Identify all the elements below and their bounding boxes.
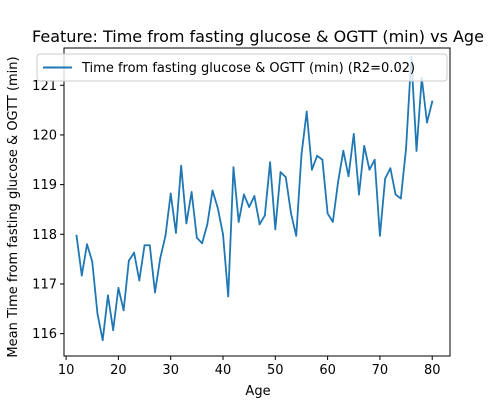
data-point bbox=[248, 206, 250, 208]
data-point bbox=[311, 169, 313, 171]
data-point bbox=[138, 280, 140, 282]
data-point bbox=[285, 176, 287, 178]
data-point bbox=[358, 194, 360, 196]
y-tick-label: 118 bbox=[32, 228, 57, 243]
data-point bbox=[384, 178, 386, 180]
data-point bbox=[389, 167, 391, 169]
legend: Time from fasting glucose & OGTT (min) (… bbox=[37, 54, 447, 81]
data-point bbox=[426, 122, 428, 124]
x-tick-label: 60 bbox=[319, 363, 336, 378]
data-point bbox=[112, 329, 114, 331]
x-tick-label: 40 bbox=[215, 363, 232, 378]
data-point bbox=[379, 235, 381, 237]
x-axis-label: Age bbox=[245, 384, 270, 399]
data-point bbox=[269, 161, 271, 163]
data-point bbox=[353, 133, 355, 135]
y-tick-label: 117 bbox=[32, 277, 57, 292]
plot-frame bbox=[64, 48, 450, 356]
data-point bbox=[217, 207, 219, 209]
data-point bbox=[227, 295, 229, 297]
data-point bbox=[222, 233, 224, 235]
data-point bbox=[327, 213, 329, 215]
data-point bbox=[118, 287, 120, 289]
data-point bbox=[185, 222, 187, 224]
data-point bbox=[259, 223, 261, 225]
data-point bbox=[369, 169, 371, 171]
x-tick-label: 30 bbox=[162, 363, 179, 378]
data-point bbox=[405, 147, 407, 149]
data-point bbox=[243, 194, 245, 196]
x-tick-label: 80 bbox=[424, 363, 441, 378]
data-point bbox=[295, 235, 297, 237]
data-point bbox=[154, 292, 156, 294]
data-point bbox=[321, 159, 323, 161]
data-point bbox=[144, 244, 146, 246]
data-point bbox=[431, 101, 433, 103]
data-point bbox=[107, 294, 109, 296]
data-point bbox=[76, 235, 78, 237]
data-point bbox=[212, 190, 214, 192]
data-point bbox=[374, 159, 376, 161]
y-tick-label: 120 bbox=[32, 128, 57, 143]
data-point bbox=[348, 175, 350, 177]
y-axis-label: Mean Time from fasting glucose & OGTT (m… bbox=[6, 56, 21, 357]
x-tick-label: 20 bbox=[110, 363, 127, 378]
data-point bbox=[290, 213, 292, 215]
data-point bbox=[301, 154, 303, 156]
y-tick-label: 116 bbox=[32, 327, 57, 342]
series-line bbox=[77, 57, 433, 340]
data-point bbox=[201, 242, 203, 244]
data-point bbox=[180, 165, 182, 167]
data-point bbox=[337, 181, 339, 183]
data-point bbox=[165, 235, 167, 237]
x-tick-label: 50 bbox=[267, 363, 284, 378]
data-point bbox=[128, 260, 130, 262]
data-point bbox=[332, 221, 334, 223]
legend-entry-label: Time from fasting glucose & OGTT (min) (… bbox=[81, 61, 415, 76]
data-point bbox=[175, 232, 177, 234]
data-point bbox=[123, 309, 125, 311]
data-point bbox=[306, 111, 308, 113]
data-point bbox=[81, 275, 83, 277]
data-point bbox=[416, 150, 418, 152]
data-point bbox=[233, 166, 235, 168]
data-point bbox=[133, 252, 135, 254]
data-point bbox=[253, 195, 255, 197]
data-point bbox=[395, 194, 397, 196]
data-point bbox=[400, 198, 402, 200]
x-tick-label: 10 bbox=[58, 363, 75, 378]
data-point bbox=[170, 193, 172, 195]
x-tick-label: 70 bbox=[372, 363, 389, 378]
data-point bbox=[238, 221, 240, 223]
data-point bbox=[91, 261, 93, 263]
data-point bbox=[102, 339, 104, 341]
data-point bbox=[280, 171, 282, 173]
data-point bbox=[274, 228, 276, 230]
data-point bbox=[316, 155, 318, 157]
y-tick-label: 119 bbox=[32, 178, 57, 193]
data-point bbox=[264, 215, 266, 217]
data-point bbox=[191, 191, 193, 193]
data-point bbox=[196, 237, 198, 239]
data-point bbox=[342, 150, 344, 152]
chart-title: Feature: Time from fasting glucose & OGT… bbox=[32, 27, 484, 46]
data-point bbox=[97, 313, 99, 315]
data-point bbox=[159, 257, 161, 259]
data-point bbox=[206, 223, 208, 225]
data-point bbox=[363, 145, 365, 147]
data-point bbox=[149, 244, 151, 246]
data-point bbox=[86, 243, 88, 245]
